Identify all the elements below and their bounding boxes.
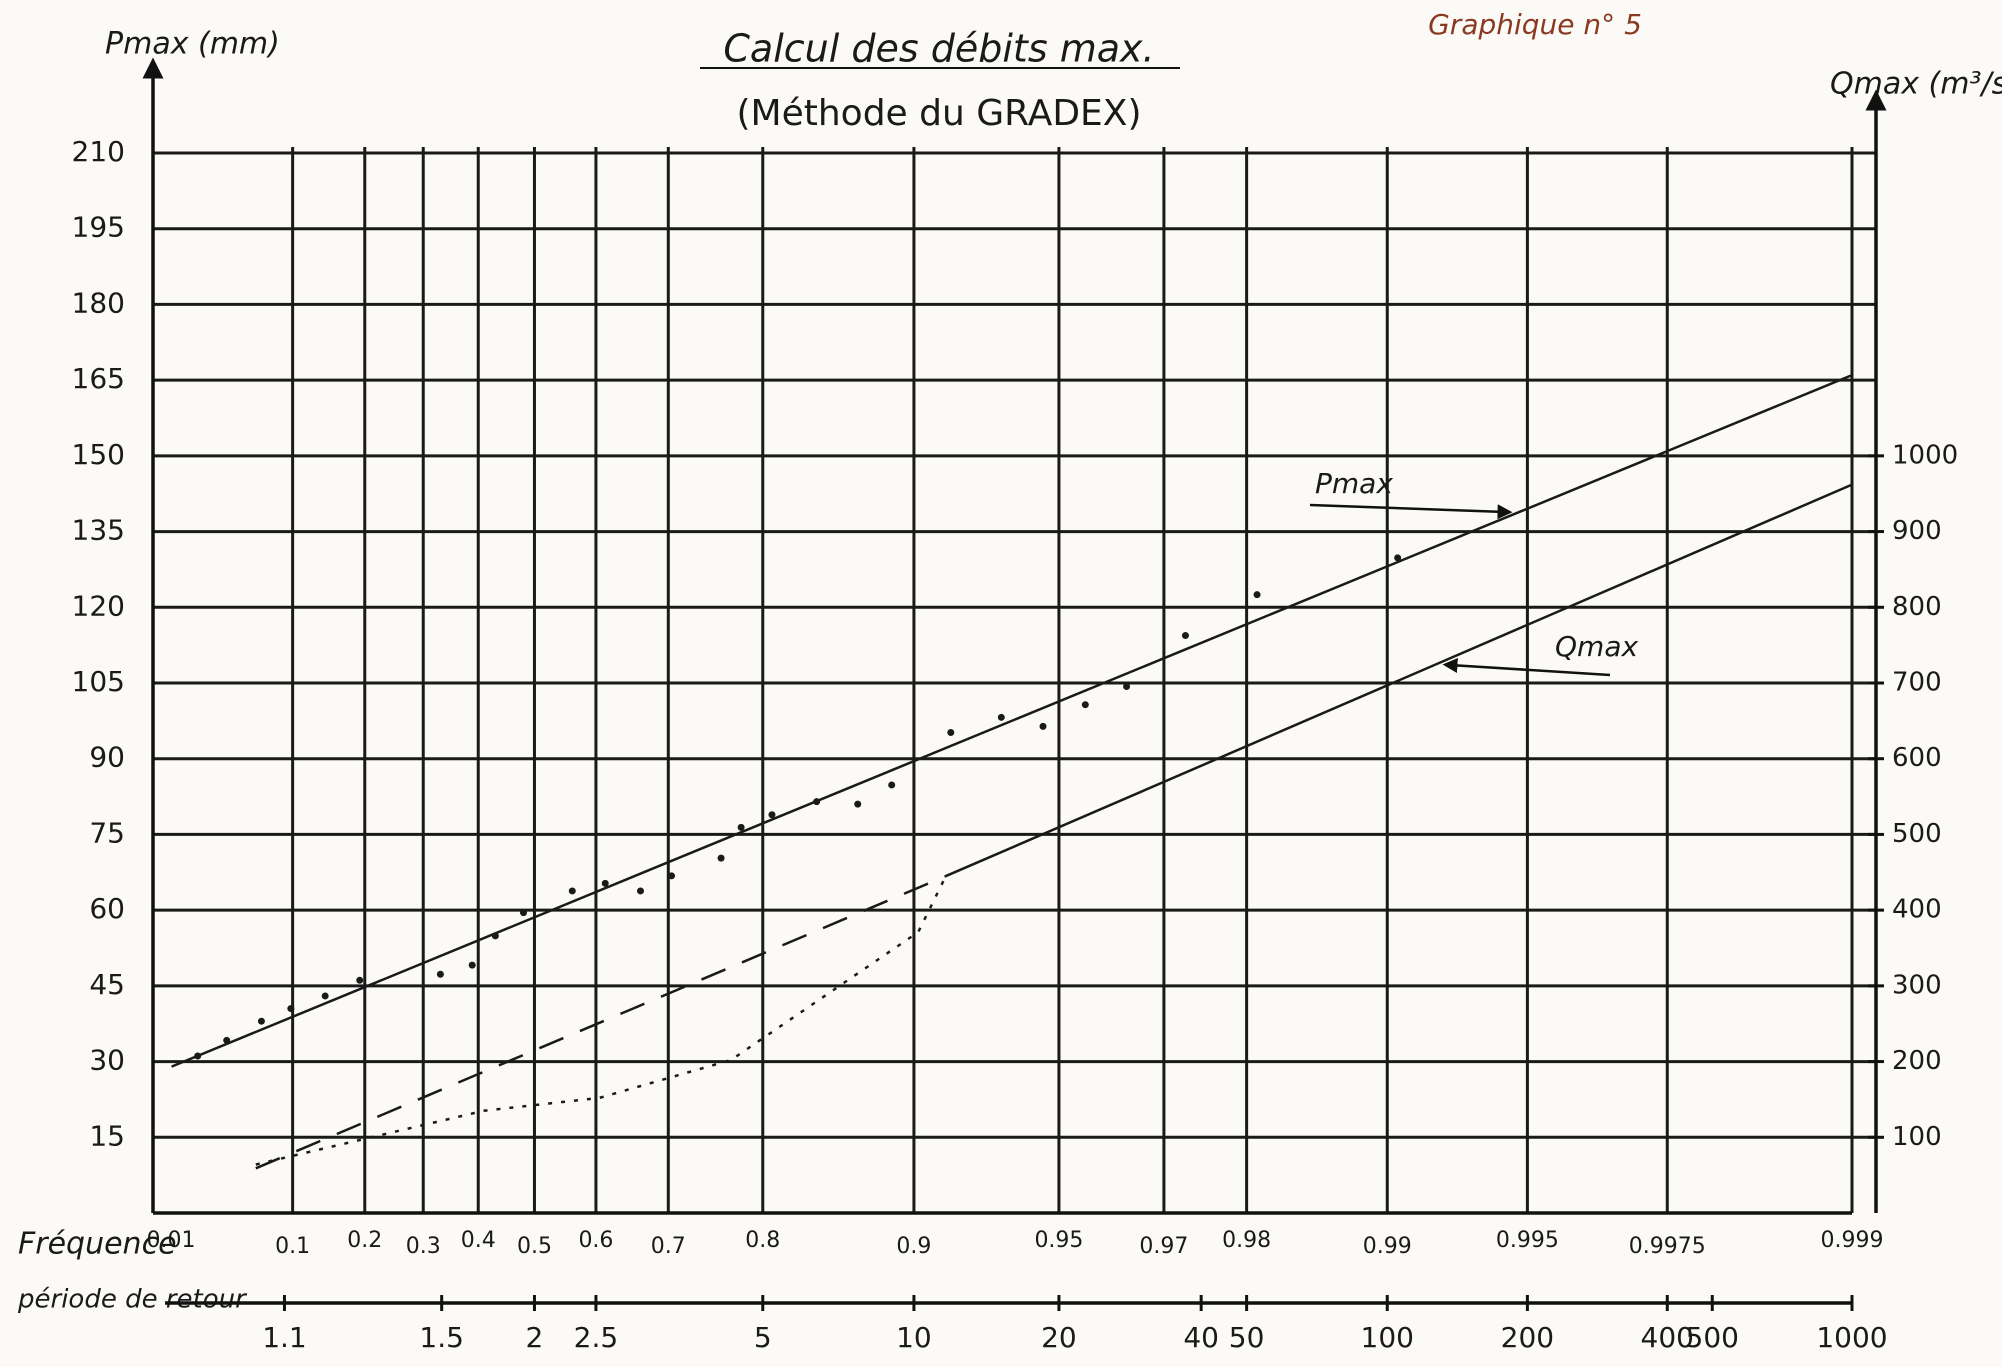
data-point (469, 962, 476, 969)
data-point (998, 714, 1005, 721)
data-point (569, 887, 576, 894)
x-tick-label: 0.9 (896, 1234, 931, 1259)
y-tick-label: 165 (72, 362, 125, 395)
x-tick-label: 0.95 (1034, 1228, 1083, 1253)
x2-tick-label: 5 (754, 1321, 772, 1354)
x2-tick-label: 2.5 (574, 1321, 619, 1354)
y2-tick-label: 1000 (1892, 440, 1958, 470)
data-point (258, 1018, 265, 1025)
y-tick-label: 15 (89, 1119, 125, 1152)
annotation: Qmax (1555, 630, 1638, 663)
x-tick-label: 0.2 (347, 1228, 382, 1253)
data-point (322, 992, 329, 999)
chart: Calcul des débits max. (Méthode du GRADE… (0, 0, 2002, 1367)
x2-tick-label: 200 (1501, 1321, 1554, 1354)
annotation-arrow (1310, 505, 1505, 512)
y2-tick-label: 900 (1892, 516, 1942, 546)
data-point (637, 887, 644, 894)
data-point (1254, 591, 1261, 598)
x-tick-label: 0.01 (147, 1228, 196, 1253)
data-point (356, 977, 363, 984)
x2-tick-label: 500 (1686, 1321, 1739, 1354)
data-point (738, 824, 745, 831)
x-tick-label: 0.3 (406, 1234, 441, 1259)
y2-tick-label: 800 (1892, 592, 1942, 622)
x2-tick-label: 1.1 (262, 1321, 307, 1354)
x-tick-label: 0.995 (1496, 1228, 1559, 1253)
data-point (287, 1005, 294, 1012)
x-tick-label: 0.5 (517, 1234, 552, 1259)
x2-tick-label: 10 (896, 1321, 932, 1354)
x2-tick-label: 2 (526, 1321, 544, 1354)
x-tick-label: 0.1 (275, 1234, 310, 1259)
x-tick-label: 0.7 (651, 1234, 686, 1259)
data-point (1123, 683, 1130, 690)
y-tick-label: 180 (72, 286, 125, 319)
x2-tick-label: 1.5 (419, 1321, 464, 1354)
y-tick-label: 150 (72, 438, 125, 471)
x-tick-label: 0.6 (578, 1228, 613, 1253)
y-axis-label: Pmax (mm) (105, 27, 280, 62)
x2-tick-label: 40 (1183, 1321, 1219, 1354)
y-tick-label: 210 (72, 135, 125, 168)
series-line (256, 876, 946, 1168)
x-tick-label: 0.97 (1139, 1234, 1188, 1259)
chart-subtitle: (Méthode du GRADEX) (736, 93, 1141, 134)
y-tick-label: 90 (89, 741, 125, 774)
data-point (947, 729, 954, 736)
data-point (520, 909, 527, 916)
y-tick-label: 30 (89, 1044, 125, 1077)
y2-tick-label: 200 (1892, 1046, 1942, 1076)
series-line (946, 485, 1852, 876)
annotation: Pmax (1315, 467, 1393, 500)
x2-axis-label: période de retour (17, 1285, 248, 1315)
y-tick-label: 195 (72, 211, 125, 244)
data-point (668, 872, 675, 879)
y2-tick-label: 400 (1892, 895, 1942, 925)
chart-title: Calcul des débits max. (723, 27, 1154, 71)
data-point (1082, 701, 1089, 708)
x2-tick-label: 50 (1229, 1321, 1265, 1354)
y2-tick-label: 500 (1892, 819, 1942, 849)
x-tick-label: 0.4 (461, 1228, 496, 1253)
y2-tick-label: 300 (1892, 970, 1942, 1000)
x-tick-label: 0.8 (745, 1228, 780, 1253)
x-tick-label: 0.999 (1821, 1228, 1884, 1253)
x2-tick-label: 20 (1041, 1321, 1077, 1354)
data-point (1040, 723, 1047, 730)
y2-tick-label: 700 (1892, 668, 1942, 698)
y2-axis-label: Qmax (m³/s) (1830, 67, 2002, 102)
data-point (718, 855, 725, 862)
chart-note: Graphique n° 5 (1428, 8, 1642, 41)
x2-tick-label: 100 (1361, 1321, 1414, 1354)
data-point (437, 971, 444, 978)
y-tick-label: 75 (89, 816, 125, 849)
x2-tick-label: 1000 (1816, 1321, 1887, 1354)
annotation-arrow (1450, 665, 1610, 675)
y-tick-label: 135 (72, 514, 125, 547)
y-tick-label: 120 (72, 589, 125, 622)
x-tick-label: 0.98 (1222, 1228, 1271, 1253)
y2-tick-label: 600 (1892, 743, 1942, 773)
y-tick-label: 105 (72, 665, 125, 698)
x-tick-label: 0.99 (1363, 1234, 1412, 1259)
data-point (854, 801, 861, 808)
y2-tick-label: 100 (1892, 1122, 1942, 1152)
data-point (1182, 632, 1189, 639)
x-tick-label: 0.9975 (1629, 1234, 1706, 1259)
y-tick-label: 45 (89, 968, 125, 1001)
y-tick-label: 60 (89, 892, 125, 925)
data-point (888, 781, 895, 788)
